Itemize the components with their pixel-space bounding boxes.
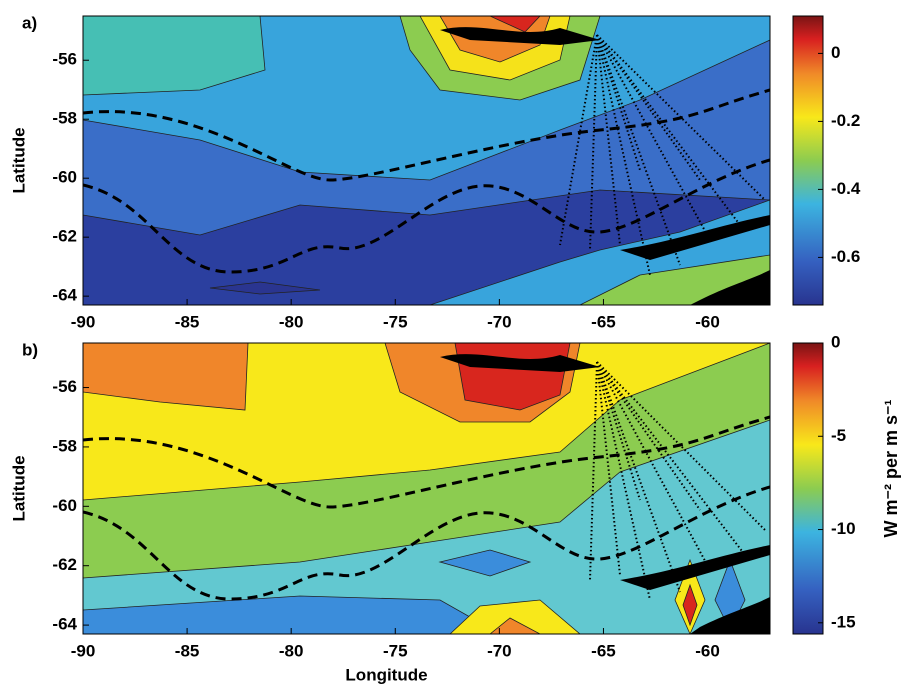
y-tick-label: -62: [52, 227, 77, 246]
x-tick-label: -70: [487, 312, 512, 331]
x-tick-label: -90: [71, 312, 96, 331]
x-tick-label: -65: [591, 641, 616, 660]
y-tick-label: -58: [52, 436, 77, 455]
y-tick-label: -60: [52, 496, 77, 515]
x-tick-label: -85: [175, 312, 200, 331]
colorbar-tick-label: -15: [831, 612, 856, 631]
colorbar-tick-label: -0.2: [831, 111, 860, 130]
x-tick-label: -75: [383, 641, 408, 660]
colorbar: [792, 342, 824, 635]
y-tick-label: -60: [52, 168, 77, 187]
panel-label: b): [22, 340, 38, 359]
x-tick-label: -90: [71, 641, 96, 660]
colorbar: [792, 15, 824, 306]
y-tick-label: -56: [52, 377, 77, 396]
y-tick-label: -64: [52, 615, 77, 634]
colorbar-tick-label: -0.4: [831, 179, 861, 198]
x-axis-label: Longitude: [345, 665, 427, 684]
x-tick-label: -60: [695, 312, 720, 331]
x-tick-label: -80: [279, 641, 304, 660]
x-tick-label: -60: [695, 641, 720, 660]
plot-frame: [82, 15, 771, 306]
y-axis-label: Latitude: [9, 127, 28, 193]
y-tick-label: -64: [52, 286, 77, 305]
colorbar-tick-label: 0: [831, 43, 840, 62]
colorbar-label: W m⁻² per m s⁻¹: [881, 399, 901, 537]
y-tick-label: -58: [52, 109, 77, 128]
colorbar-tick-label: -10: [831, 519, 856, 538]
x-tick-label: -65: [591, 312, 616, 331]
y-axis-label: Latitude: [9, 455, 28, 521]
contour-field: [83, 343, 770, 634]
colorbar-tick-label: -0.6: [831, 247, 860, 266]
y-tick-label: -56: [52, 50, 77, 69]
contour-field: [83, 16, 770, 305]
colorbar-tick-label: 0: [831, 332, 840, 351]
x-tick-label: -80: [279, 312, 304, 331]
x-tick-label: -70: [487, 641, 512, 660]
x-tick-label: -85: [175, 641, 200, 660]
panel-label: a): [22, 13, 37, 32]
y-tick-label: -62: [52, 555, 77, 574]
x-tick-label: -75: [383, 312, 408, 331]
plot-frame: [82, 342, 771, 635]
colorbar-tick-label: -5: [831, 426, 846, 445]
